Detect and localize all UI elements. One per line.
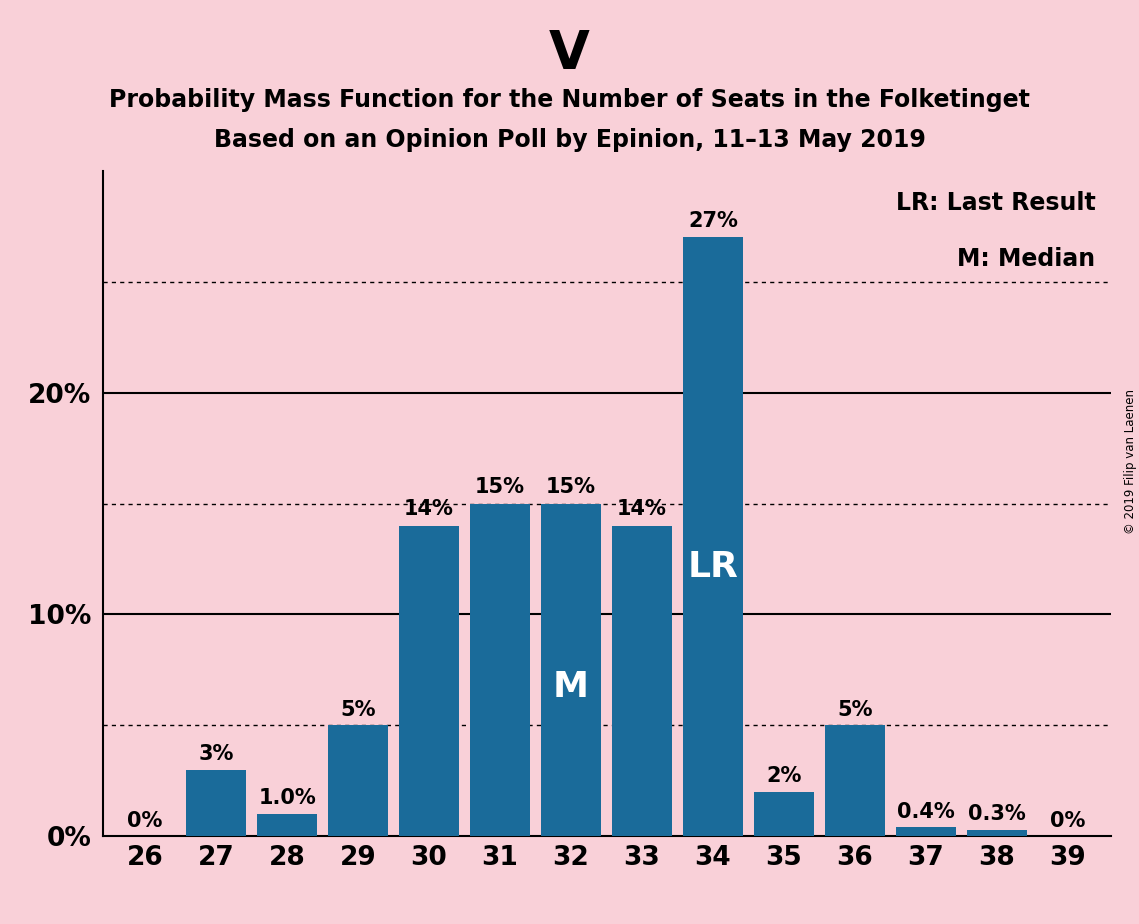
Bar — [470, 504, 531, 836]
Text: 5%: 5% — [837, 699, 872, 720]
Text: 0%: 0% — [1050, 810, 1085, 831]
Text: 5%: 5% — [341, 699, 376, 720]
Text: Probability Mass Function for the Number of Seats in the Folketinget: Probability Mass Function for the Number… — [109, 88, 1030, 112]
Bar — [399, 526, 459, 836]
Bar — [754, 792, 814, 836]
Text: 2%: 2% — [767, 766, 802, 786]
Text: 0.4%: 0.4% — [898, 802, 954, 821]
Bar — [895, 827, 956, 836]
Text: LR: LR — [688, 550, 738, 584]
Bar — [328, 725, 388, 836]
Text: 14%: 14% — [617, 499, 667, 519]
Bar — [682, 237, 743, 836]
Text: V: V — [549, 28, 590, 79]
Text: 1.0%: 1.0% — [259, 788, 316, 808]
Text: M: Median: M: Median — [957, 248, 1096, 272]
Text: 15%: 15% — [546, 477, 596, 497]
Text: LR: Last Result: LR: Last Result — [895, 191, 1096, 215]
Bar — [825, 725, 885, 836]
Text: © 2019 Filip van Laenen: © 2019 Filip van Laenen — [1124, 390, 1137, 534]
Bar — [257, 814, 318, 836]
Bar — [541, 504, 601, 836]
Bar — [967, 830, 1027, 836]
Bar — [186, 770, 246, 836]
Text: Based on an Opinion Poll by Epinion, 11–13 May 2019: Based on an Opinion Poll by Epinion, 11–… — [214, 128, 925, 152]
Text: M: M — [554, 670, 589, 703]
Text: 14%: 14% — [404, 499, 454, 519]
Text: 3%: 3% — [198, 744, 233, 764]
Text: 27%: 27% — [688, 211, 738, 231]
Text: 0.3%: 0.3% — [968, 804, 1026, 824]
Text: 15%: 15% — [475, 477, 525, 497]
Bar — [612, 526, 672, 836]
Text: 0%: 0% — [128, 810, 163, 831]
